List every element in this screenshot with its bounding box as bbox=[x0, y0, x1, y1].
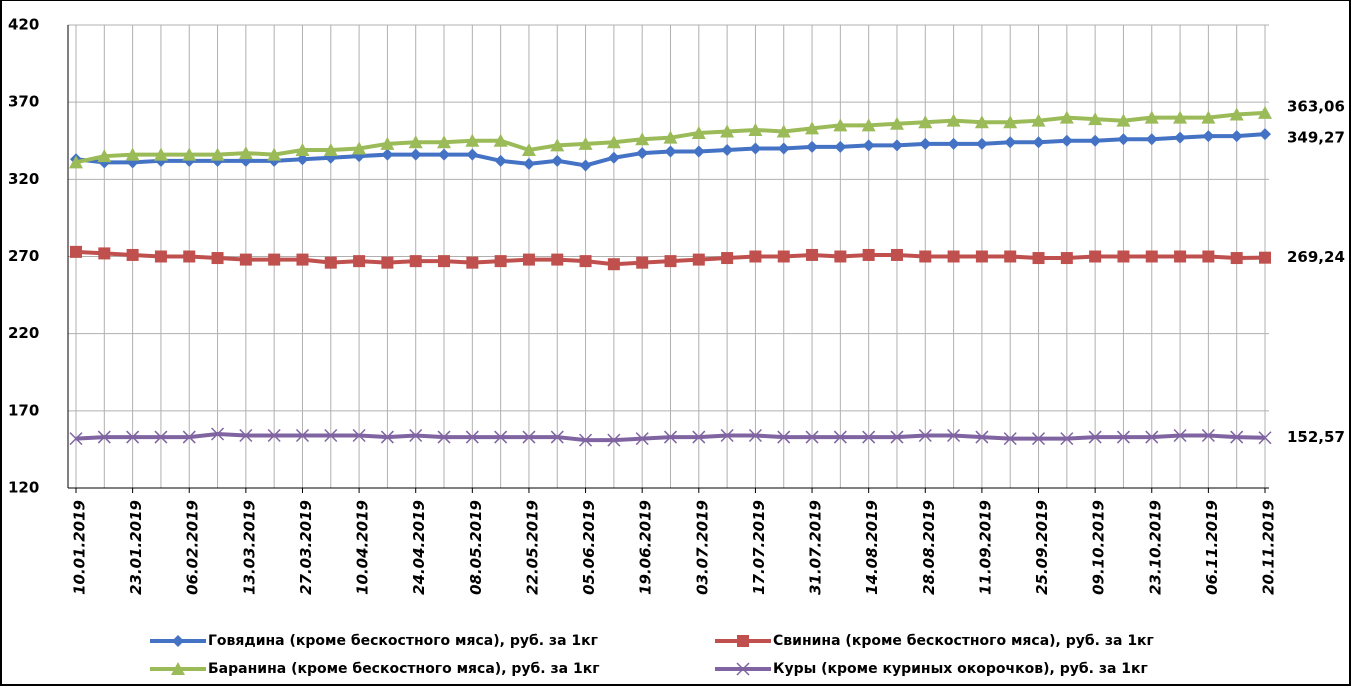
point bbox=[834, 251, 846, 263]
y-tick-label: 220 bbox=[8, 324, 39, 342]
point bbox=[325, 257, 337, 269]
x-tick-label: 14.08.2019 bbox=[863, 500, 881, 595]
value-label: 152,57 bbox=[1287, 428, 1345, 446]
point bbox=[1117, 251, 1129, 263]
point bbox=[155, 251, 167, 263]
point bbox=[1089, 251, 1101, 263]
legend-label: Баранина (кроме бескостного мяса), руб. … bbox=[208, 661, 600, 677]
point bbox=[778, 251, 790, 263]
point bbox=[438, 255, 450, 267]
y-tick-label: 320 bbox=[8, 170, 39, 188]
point bbox=[749, 251, 761, 263]
point bbox=[381, 257, 393, 269]
point bbox=[98, 247, 110, 259]
x-tick-label: 24.04.2019 bbox=[410, 500, 428, 595]
y-tick-label: 270 bbox=[8, 247, 39, 265]
point bbox=[1004, 251, 1016, 263]
x-tick-label: 13.03.2019 bbox=[240, 500, 258, 595]
y-tick-label: 170 bbox=[8, 401, 39, 419]
point bbox=[636, 257, 648, 269]
x-tick-label: 19.06.2019 bbox=[637, 500, 655, 595]
x-tick-label: 20.11.2019 bbox=[1260, 500, 1278, 595]
x-tick-label: 05.06.2019 bbox=[580, 500, 598, 595]
point bbox=[806, 249, 818, 261]
point bbox=[948, 251, 960, 263]
point bbox=[737, 635, 749, 647]
point bbox=[240, 254, 252, 266]
x-tick-label: 08.05.2019 bbox=[467, 500, 485, 595]
point bbox=[70, 246, 82, 258]
x-tick-label: 28.08.2019 bbox=[920, 500, 938, 595]
x-tick-label: 17.07.2019 bbox=[750, 500, 768, 595]
point bbox=[551, 254, 563, 266]
point bbox=[353, 255, 365, 267]
value-label: 363,06 bbox=[1287, 97, 1345, 115]
point bbox=[976, 251, 988, 263]
x-tick-label: 09.10.2019 bbox=[1090, 500, 1108, 595]
x-tick-label: 10.01.2019 bbox=[71, 500, 89, 595]
point bbox=[296, 254, 308, 266]
value-label: 269,24 bbox=[1287, 248, 1345, 266]
x-tick-label: 27.03.2019 bbox=[297, 500, 315, 595]
point bbox=[1174, 251, 1186, 263]
legend-label: Куры (кроме куриных окорочков), руб. за … bbox=[773, 661, 1148, 677]
point bbox=[891, 249, 903, 261]
point bbox=[268, 254, 280, 266]
x-tick-label: 10.04.2019 bbox=[354, 500, 372, 595]
x-tick-label: 23.01.2019 bbox=[127, 500, 145, 595]
x-tick-label: 23.10.2019 bbox=[1146, 500, 1164, 595]
point bbox=[608, 258, 620, 270]
x-tick-label: 03.07.2019 bbox=[693, 500, 711, 595]
y-tick-label: 420 bbox=[8, 16, 39, 34]
point bbox=[127, 249, 139, 261]
point bbox=[919, 251, 931, 263]
point bbox=[1033, 252, 1045, 264]
point bbox=[665, 255, 677, 267]
point bbox=[1231, 252, 1243, 264]
value-label: 349,27 bbox=[1287, 129, 1345, 147]
chart: 120 170 220 270 320 370 420 10.01.2019 23.01.201… bbox=[0, 0, 1352, 686]
x-tick-label: 06.11.2019 bbox=[1203, 500, 1221, 595]
point bbox=[1259, 252, 1271, 264]
x-tick-label: 25.09.2019 bbox=[1033, 500, 1051, 595]
point bbox=[721, 252, 733, 264]
point bbox=[212, 252, 224, 264]
x-tick-label: 06.02.2019 bbox=[184, 500, 202, 595]
point bbox=[466, 257, 478, 269]
point bbox=[1202, 251, 1214, 263]
point bbox=[580, 255, 592, 267]
y-tick-label: 370 bbox=[8, 93, 39, 111]
x-tick-label: 31.07.2019 bbox=[807, 500, 825, 595]
point bbox=[495, 255, 507, 267]
point bbox=[523, 254, 535, 266]
legend-label: Говядина (кроме бескостного мяса), руб. … bbox=[208, 633, 598, 649]
point bbox=[410, 255, 422, 267]
point bbox=[1061, 252, 1073, 264]
x-tick-label: 11.09.2019 bbox=[976, 500, 994, 595]
point bbox=[693, 254, 705, 266]
x-tick-label: 22.05.2019 bbox=[523, 500, 541, 595]
y-tick-label: 120 bbox=[8, 479, 39, 497]
legend-label: Свинина (кроме бескостного мяса), руб. з… bbox=[773, 633, 1154, 649]
point bbox=[183, 251, 195, 263]
point bbox=[863, 249, 875, 261]
point bbox=[1146, 251, 1158, 263]
